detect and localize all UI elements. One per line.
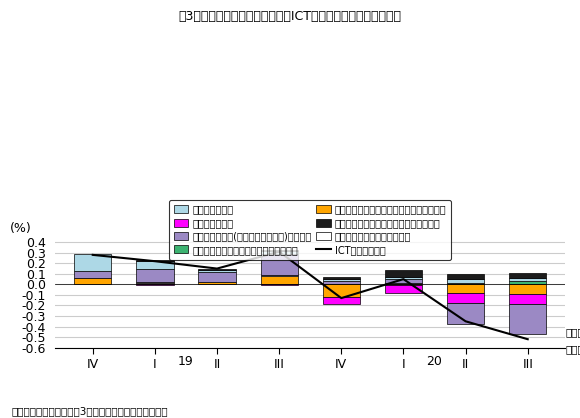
Bar <box>198 269 235 270</box>
Text: (%): (%) <box>10 222 31 235</box>
Bar <box>136 269 173 282</box>
Bar <box>447 293 484 303</box>
Bar <box>322 279 360 281</box>
Bar <box>136 260 173 261</box>
Bar <box>136 283 173 284</box>
Bar <box>385 277 422 279</box>
Bar <box>136 261 173 269</box>
Text: 19: 19 <box>178 355 194 368</box>
Bar <box>509 284 546 294</box>
Bar <box>509 278 546 281</box>
Bar <box>447 303 484 324</box>
Bar <box>260 284 298 285</box>
Bar <box>260 251 298 254</box>
Text: （期）
（年）: （期） （年） <box>566 327 580 354</box>
Bar <box>136 284 173 285</box>
Bar <box>509 304 546 334</box>
Bar <box>198 272 235 282</box>
Bar <box>260 276 298 284</box>
Bar <box>136 282 173 283</box>
Bar <box>198 282 235 284</box>
Bar <box>260 254 298 275</box>
Bar <box>198 270 235 272</box>
Bar <box>509 281 546 284</box>
Bar <box>385 284 422 285</box>
Bar <box>385 279 422 283</box>
Bar <box>447 279 484 283</box>
Bar <box>447 283 484 284</box>
Bar <box>385 285 422 293</box>
Bar <box>322 281 360 284</box>
Bar <box>385 283 422 284</box>
Bar <box>447 284 484 293</box>
Bar <box>74 278 111 284</box>
Bar <box>74 254 111 271</box>
Bar <box>509 273 546 278</box>
Bar <box>447 274 484 279</box>
Bar <box>260 275 298 276</box>
Text: 20: 20 <box>426 355 443 368</box>
Legend: 通信業・寄与度, 放送業・寄与度, 情報サービス業(除くゲームソフト)・寄与度, インターネット附随サービス業・寄与度, コンテンツ制作・配給・レンタル・寄与度: 通信業・寄与度, 放送業・寄与度, 情報サービス業(除くゲームソフト)・寄与度,… <box>169 200 451 260</box>
Bar <box>260 250 298 251</box>
Bar <box>74 271 111 278</box>
Bar <box>322 284 360 297</box>
Bar <box>322 297 360 304</box>
Text: （出所）経済産業省「第3次産業活動指数」より作成。: （出所）経済産業省「第3次産業活動指数」より作成。 <box>12 406 168 416</box>
Bar <box>385 270 422 277</box>
Bar <box>509 294 546 304</box>
Bar <box>322 277 360 279</box>
Text: 第3次産業活動指数総合に占めるICT関連サービス指数の寄与度: 第3次産業活動指数総合に占めるICT関連サービス指数の寄与度 <box>179 10 401 23</box>
